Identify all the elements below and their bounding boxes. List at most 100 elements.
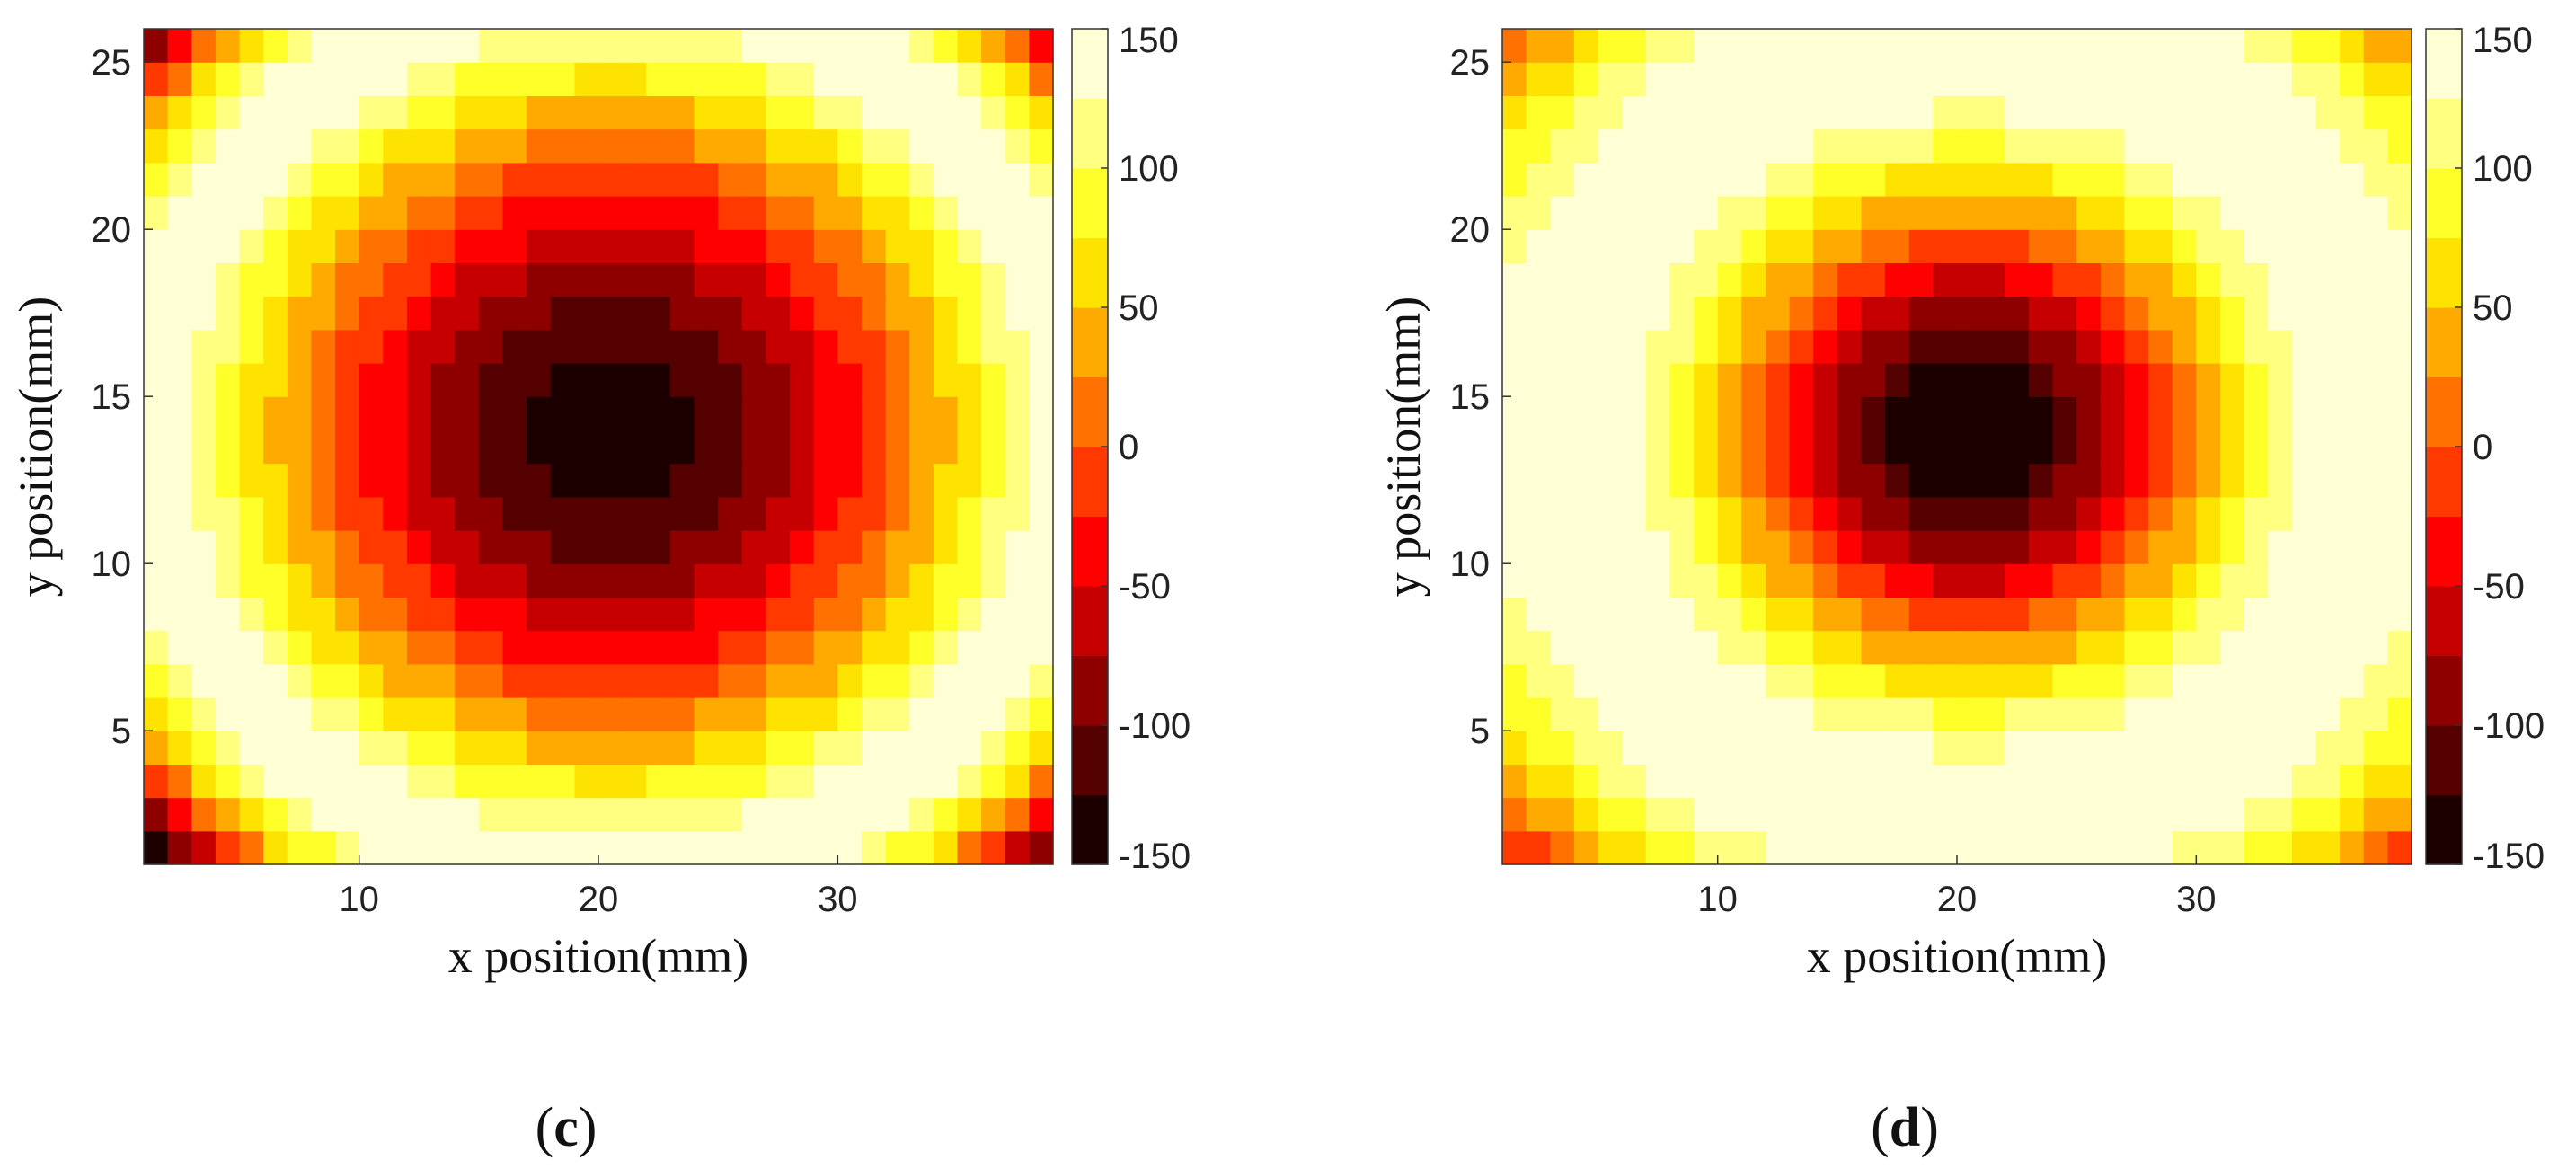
heatmap-cell	[1933, 363, 1958, 397]
heatmap-cell	[1694, 764, 1719, 799]
heatmap-cell	[239, 329, 264, 364]
heatmap-cell	[2076, 196, 2102, 230]
heatmap-cell	[2052, 62, 2077, 96]
heatmap-cell	[741, 496, 767, 531]
heatmap-cell	[383, 731, 408, 765]
heatmap-cell	[790, 630, 815, 665]
heatmap-cell	[574, 463, 599, 498]
heatmap-cell	[957, 396, 982, 430]
heatmap-cell	[2387, 496, 2412, 531]
heatmap-cell	[1502, 229, 1527, 263]
heatmap-cell	[646, 363, 671, 397]
heatmap-cell	[933, 162, 959, 197]
heatmap-cell	[2363, 764, 2388, 799]
heatmap-cell	[1526, 396, 1551, 430]
heatmap-cell	[957, 597, 982, 632]
heatmap-cell	[2196, 663, 2221, 698]
heatmap-cell	[263, 830, 288, 865]
heatmap-cell	[790, 29, 815, 63]
heatmap-cell	[191, 830, 217, 865]
heatmap-cell	[550, 296, 575, 331]
heatmap-cell	[2148, 496, 2173, 531]
heatmap-cell	[359, 162, 384, 197]
heatmap-cell	[287, 430, 313, 465]
heatmap-cell	[909, 162, 934, 197]
heatmap-cell	[669, 363, 695, 397]
heatmap-cell	[2363, 597, 2388, 632]
heatmap-cell	[167, 764, 192, 799]
heatmap-cell	[239, 830, 264, 865]
heatmap-cell	[2363, 630, 2388, 665]
heatmap-cell	[502, 797, 527, 832]
heatmap-cell	[1029, 663, 1054, 698]
heatmap-cell	[909, 597, 934, 632]
heatmap-cell	[215, 196, 241, 230]
heatmap-cell	[1765, 229, 1791, 263]
heatmap-cell	[957, 229, 982, 263]
heatmap-cell	[527, 262, 552, 297]
heatmap-cell	[263, 496, 288, 531]
heatmap-cell	[1789, 530, 1814, 564]
heatmap-cell	[933, 196, 959, 230]
heatmap-cell	[1933, 563, 1958, 598]
heatmap-cell	[2172, 95, 2197, 130]
heatmap-cell	[2268, 262, 2293, 297]
heatmap-cell	[478, 630, 504, 665]
heatmap-cell	[1741, 162, 1766, 197]
heatmap-cell	[694, 329, 719, 364]
heatmap-cell	[2315, 563, 2341, 598]
heatmap-cell	[574, 630, 599, 665]
heatmap-cell	[813, 463, 838, 498]
heatmap-cell	[2124, 262, 2149, 297]
heatmap-cell	[550, 630, 575, 665]
heatmap-cell	[383, 764, 408, 799]
heatmap-cell	[1622, 95, 1647, 130]
heatmap-cell	[957, 262, 982, 297]
heatmap-cell	[837, 663, 863, 698]
heatmap-cell	[813, 697, 838, 731]
heatmap-cell	[1694, 162, 1719, 197]
heatmap-cell	[167, 530, 192, 564]
heatmap-cell	[144, 196, 169, 230]
colorbar-segment	[2426, 237, 2462, 308]
heatmap-cell	[1933, 196, 1958, 230]
heatmap-cell	[909, 128, 934, 164]
heatmap-cell	[1005, 296, 1030, 331]
heatmap-cell	[2028, 597, 2054, 632]
heatmap-cell	[1957, 496, 1982, 531]
heatmap-cell	[2219, 29, 2245, 63]
heatmap-cell	[1813, 597, 1838, 632]
heatmap-cell	[1598, 396, 1623, 430]
heatmap-cell	[1622, 229, 1647, 263]
heatmap-cell	[1789, 764, 1814, 799]
heatmap-cell	[2196, 95, 2221, 130]
heatmap-cell	[2124, 296, 2149, 331]
heatmap-cell	[430, 62, 456, 96]
heatmap-cell	[2172, 797, 2197, 832]
heatmap-cell	[1813, 396, 1838, 430]
heatmap-cell	[2315, 797, 2341, 832]
heatmap-cell	[2148, 530, 2173, 564]
heatmap-cell	[669, 530, 695, 564]
heatmap-cell	[2148, 563, 2173, 598]
heatmap-cell	[1717, 663, 1742, 698]
heatmap-cell	[406, 128, 432, 164]
heatmap-cell	[2219, 764, 2245, 799]
heatmap-cell	[1526, 663, 1551, 698]
heatmap-cell	[2196, 630, 2221, 665]
heatmap-cell	[167, 95, 192, 130]
heatmap-cell	[1813, 530, 1838, 564]
heatmap-cell	[527, 463, 552, 498]
heatmap-cell	[2340, 229, 2365, 263]
heatmap-cell	[2124, 128, 2149, 164]
heatmap-cell	[574, 530, 599, 564]
heatmap-cell	[1885, 396, 1910, 430]
heatmap-cell	[1885, 363, 1910, 397]
heatmap-cell	[1005, 731, 1030, 765]
heatmap-cell	[2291, 196, 2317, 230]
heatmap-cell	[1694, 128, 1719, 164]
heatmap-cell	[646, 128, 671, 164]
heatmap-cell	[335, 29, 360, 63]
heatmap-cell	[1861, 563, 1886, 598]
heatmap-cell	[766, 296, 791, 331]
